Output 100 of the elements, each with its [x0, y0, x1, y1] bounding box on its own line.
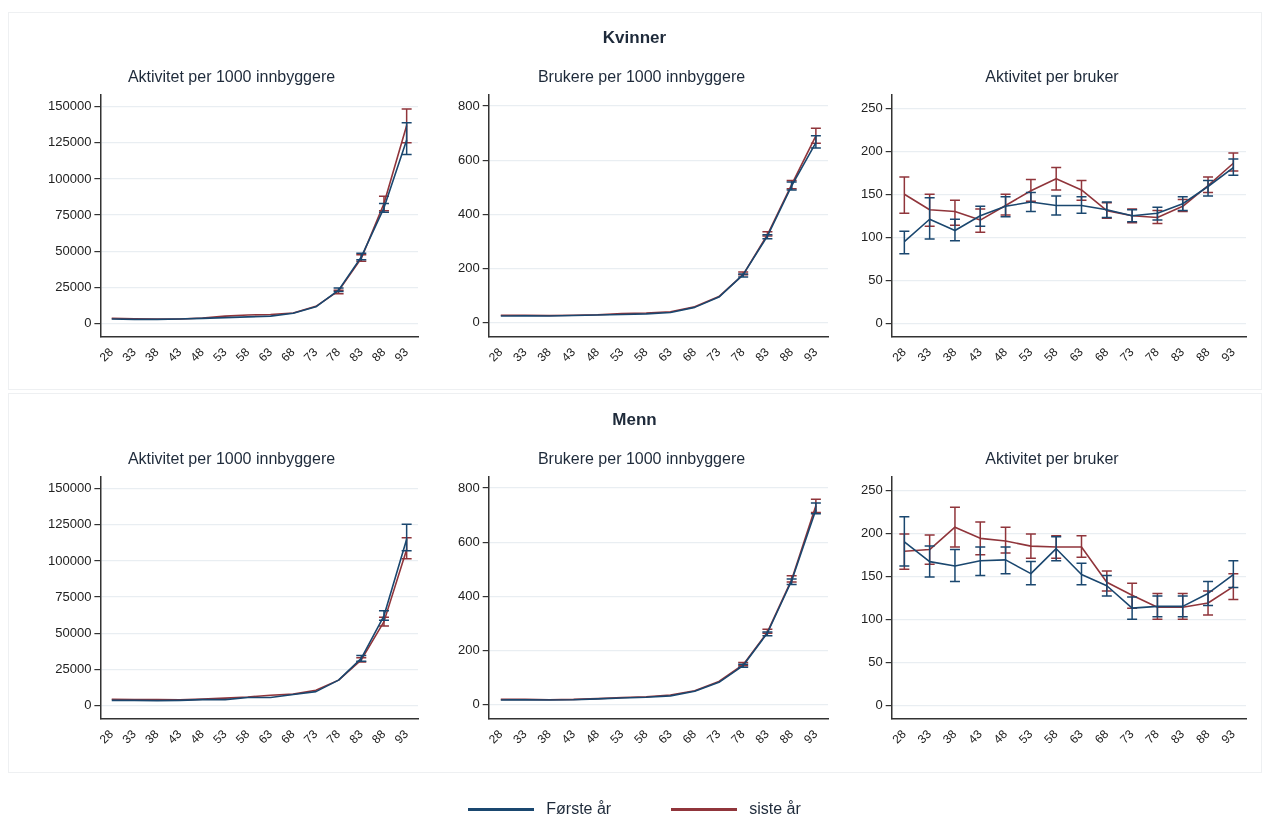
x-tick-label: 73 — [704, 726, 724, 747]
y-tick-label: 0 — [875, 315, 883, 331]
x-tick-label: 58 — [1041, 344, 1061, 365]
y-tick-label: 125000 — [47, 134, 92, 150]
x-tick-label: 88 — [369, 726, 389, 747]
chart-title: Aktivitet per 1000 innbyggere — [127, 68, 336, 86]
y-tick-label: 200 — [860, 142, 883, 158]
y-tick-label: 100000 — [47, 552, 92, 568]
x-tick-label: 28 — [889, 344, 910, 365]
y-tick-label: 150000 — [47, 98, 92, 114]
x-tick-label: 68 — [679, 344, 700, 365]
x-tick-label: 58 — [232, 726, 253, 747]
x-tick-label: 63 — [1066, 344, 1087, 365]
chart-title: Brukere per 1000 innbyggere — [537, 68, 746, 86]
chart-title: Aktivitet per 1000 innbyggere — [127, 450, 336, 468]
x-tick-label: 93 — [391, 726, 412, 747]
x-tick-label: 53 — [607, 344, 627, 365]
chart-title: Aktivitet per bruker — [985, 450, 1120, 468]
y-tick-label: 75000 — [55, 206, 92, 222]
y-tick-label: 0 — [472, 314, 480, 330]
y-tick-label: 50000 — [55, 242, 92, 258]
x-tick-label: 43 — [965, 726, 985, 747]
y-tick-label: 250 — [860, 99, 883, 115]
x-tick-label: 83 — [346, 344, 366, 365]
x-tick-label: 93 — [801, 726, 821, 747]
y-tick-label: 25000 — [55, 278, 92, 294]
y-tick-label: 150000 — [47, 480, 92, 496]
y-tick-label: 400 — [457, 588, 480, 604]
x-tick-label: 68 — [1091, 726, 1112, 747]
x-tick-label: 33 — [510, 344, 530, 365]
x-tick-label: 38 — [534, 726, 554, 747]
x-tick-label: 68 — [278, 726, 298, 747]
x-tick-label: 48 — [187, 344, 208, 365]
x-tick-label: 78 — [1142, 344, 1163, 365]
y-tick-label: 200 — [860, 524, 883, 540]
y-tick-label: 125000 — [47, 516, 92, 532]
x-tick-label: 78 — [728, 344, 748, 365]
x-tick-label: 33 — [119, 344, 140, 365]
x-tick-label: 58 — [631, 726, 651, 747]
x-tick-label: 38 — [142, 726, 162, 747]
x-tick-label: 78 — [728, 726, 748, 747]
y-tick-label: 250 — [860, 481, 883, 497]
x-tick-label: 43 — [965, 344, 985, 365]
x-tick-label: 83 — [1167, 726, 1188, 747]
x-tick-label: 63 — [655, 726, 676, 747]
text: Kvinner — [601, 28, 668, 48]
x-tick-label: 58 — [1041, 726, 1061, 747]
x-tick-label: 28 — [96, 344, 117, 365]
x-tick-label: 88 — [1193, 344, 1213, 365]
x-tick-label: 33 — [914, 726, 935, 747]
x-tick-label: 73 — [1117, 726, 1137, 747]
y-tick-label: 100 — [860, 610, 883, 626]
y-tick-label: 800 — [457, 97, 480, 113]
chart-title: Aktivitet per bruker — [985, 68, 1120, 86]
x-tick-label: 48 — [187, 726, 208, 747]
x-tick-label: 28 — [889, 726, 910, 747]
x-tick-label: 53 — [607, 726, 627, 747]
x-tick-label: 83 — [752, 344, 773, 365]
x-tick-label: 93 — [801, 344, 821, 365]
x-tick-label: 83 — [752, 726, 773, 747]
x-tick-label: 43 — [558, 726, 579, 747]
x-tick-label: 73 — [301, 726, 321, 747]
x-tick-label: 38 — [142, 344, 162, 365]
x-tick-label: 58 — [631, 344, 651, 365]
x-tick-label: 63 — [1066, 726, 1087, 747]
chart-title: Brukere per 1000 innbyggere — [537, 450, 746, 468]
text: Menn — [611, 410, 658, 430]
x-tick-label: 88 — [369, 344, 389, 365]
x-tick-label: 53 — [210, 344, 230, 365]
x-tick-label: 43 — [164, 344, 185, 365]
x-tick-label: 43 — [164, 726, 185, 747]
x-tick-label: 83 — [1167, 344, 1188, 365]
x-tick-label: 83 — [346, 726, 366, 747]
y-tick-label: 600 — [457, 533, 480, 549]
y-tick-label: 200 — [457, 642, 480, 658]
x-tick-label: 68 — [1091, 344, 1112, 365]
y-tick-label: 400 — [457, 206, 480, 222]
y-tick-label: 25000 — [55, 660, 92, 676]
x-tick-label: 78 — [323, 726, 344, 747]
y-tick-label: 0 — [875, 697, 883, 713]
x-tick-label: 68 — [278, 344, 298, 365]
legend-label: Første år — [546, 800, 612, 818]
y-tick-label: 50 — [868, 271, 883, 287]
x-tick-label: 33 — [119, 726, 140, 747]
x-tick-label: 88 — [776, 726, 797, 747]
x-tick-label: 28 — [96, 726, 117, 747]
y-tick-label: 100000 — [47, 170, 92, 186]
legend-label: siste år — [749, 800, 801, 818]
x-tick-label: 63 — [255, 726, 276, 747]
x-tick-label: 38 — [940, 726, 960, 747]
x-tick-label: 58 — [232, 344, 253, 365]
y-tick-label: 150 — [860, 567, 883, 583]
x-tick-label: 38 — [534, 344, 554, 365]
x-tick-label: 28 — [485, 344, 506, 365]
y-tick-label: 200 — [457, 260, 480, 276]
x-tick-label: 93 — [1218, 344, 1239, 365]
x-tick-label: 63 — [655, 344, 676, 365]
x-tick-label: 88 — [776, 344, 797, 365]
x-tick-label: 43 — [558, 344, 579, 365]
x-tick-label: 48 — [582, 344, 603, 365]
